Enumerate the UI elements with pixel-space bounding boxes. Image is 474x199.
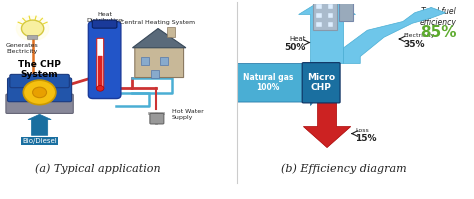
Circle shape	[16, 16, 49, 41]
Text: Loss: Loss	[356, 128, 369, 133]
FancyBboxPatch shape	[167, 27, 175, 37]
Text: Total fuel
efficiency: Total fuel efficiency	[420, 8, 457, 27]
Circle shape	[97, 86, 104, 91]
Polygon shape	[237, 60, 327, 105]
FancyBboxPatch shape	[316, 22, 321, 27]
FancyBboxPatch shape	[98, 56, 102, 88]
Polygon shape	[132, 28, 186, 48]
Text: 35%: 35%	[403, 40, 424, 49]
Circle shape	[21, 20, 44, 37]
Text: Natural gas
100%: Natural gas 100%	[243, 73, 293, 93]
Text: 85%: 85%	[420, 25, 457, 40]
Polygon shape	[135, 34, 183, 78]
Text: Hot Water
Supply: Hot Water Supply	[172, 109, 204, 120]
Text: 15%: 15%	[356, 134, 377, 143]
Text: Micro
CHP: Micro CHP	[307, 73, 335, 93]
Text: (b) Efficiency diagram: (b) Efficiency diagram	[281, 163, 407, 174]
Text: (a) Typical application: (a) Typical application	[35, 163, 161, 174]
FancyBboxPatch shape	[302, 63, 340, 103]
FancyBboxPatch shape	[160, 57, 168, 65]
FancyBboxPatch shape	[339, 0, 353, 21]
Polygon shape	[344, 8, 446, 63]
Circle shape	[23, 80, 56, 105]
Text: The CHP
System: The CHP System	[18, 60, 61, 79]
Text: Bio/Diesel: Bio/Diesel	[22, 138, 57, 144]
FancyBboxPatch shape	[27, 35, 38, 39]
FancyBboxPatch shape	[8, 78, 72, 102]
Text: Heat
Distribution
Unit: Heat Distribution Unit	[86, 12, 123, 28]
FancyBboxPatch shape	[6, 94, 73, 113]
FancyBboxPatch shape	[10, 74, 69, 88]
FancyBboxPatch shape	[141, 57, 149, 65]
FancyBboxPatch shape	[88, 21, 121, 99]
Text: 50%: 50%	[284, 43, 306, 52]
Text: Central Heating System: Central Heating System	[120, 20, 196, 25]
Text: Heat: Heat	[289, 36, 306, 42]
FancyBboxPatch shape	[97, 38, 104, 89]
Polygon shape	[299, 0, 356, 63]
Text: Generates
Electricity: Generates Electricity	[6, 43, 39, 54]
FancyBboxPatch shape	[151, 70, 159, 78]
FancyBboxPatch shape	[150, 113, 164, 124]
FancyBboxPatch shape	[316, 4, 321, 9]
FancyBboxPatch shape	[328, 22, 333, 27]
FancyArrow shape	[28, 114, 51, 135]
FancyBboxPatch shape	[316, 13, 321, 18]
Circle shape	[33, 87, 46, 98]
FancyBboxPatch shape	[92, 20, 117, 28]
FancyBboxPatch shape	[328, 13, 333, 18]
Text: Electricity: Electricity	[403, 33, 434, 38]
FancyBboxPatch shape	[313, 0, 337, 30]
FancyBboxPatch shape	[328, 4, 333, 9]
Polygon shape	[303, 102, 351, 148]
